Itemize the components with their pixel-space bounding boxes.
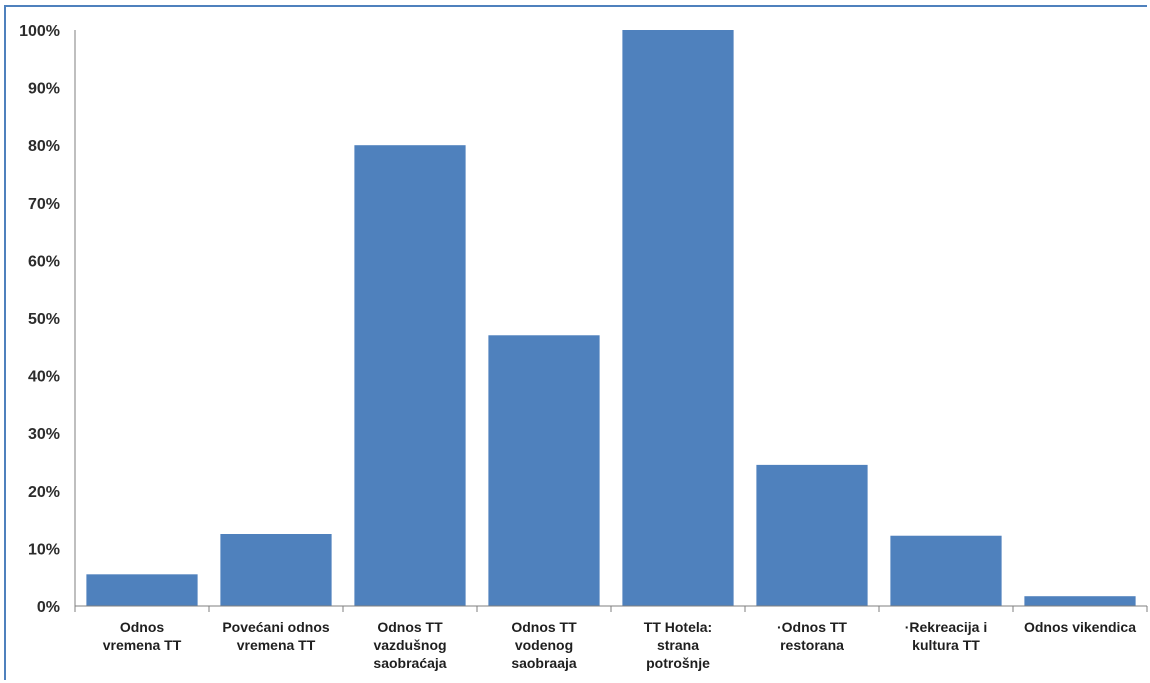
x-category-label: Odnos TT vazdušnog saobraćaja	[373, 619, 446, 671]
bar	[890, 535, 1002, 606]
x-axis-labels: Odnos vremena TT Povećani odnos vremena TT O…	[103, 619, 1137, 671]
y-tick-label: 100%	[19, 23, 60, 40]
bar	[1024, 596, 1136, 606]
bar	[354, 145, 466, 606]
y-tick-label: 40%	[28, 369, 60, 386]
y-tick-label: 10%	[28, 541, 60, 558]
y-tick-label: 50%	[28, 311, 60, 328]
y-tick-label: 90%	[28, 81, 60, 98]
y-tick-label: 80%	[28, 138, 60, 155]
bars	[86, 30, 1136, 606]
bar	[622, 30, 734, 606]
x-category-label: ·Rekreacija i kultura TT	[905, 619, 988, 653]
axes	[74, 30, 1148, 612]
x-category-label: Povećani odnos vremena TT	[222, 619, 330, 653]
x-category-label: Odnos vremena TT	[103, 619, 182, 653]
bar	[220, 534, 332, 606]
y-tick-label: 70%	[28, 196, 60, 213]
x-category-label: Odnos vikendica	[1024, 619, 1136, 635]
bar	[86, 574, 198, 606]
y-tick-label: 0%	[37, 599, 60, 616]
y-tick-label: 30%	[28, 426, 60, 443]
y-axis-ticks: 0% 10% 20% 30% 40% 50% 60% 70% 80% 90% 100%	[19, 23, 60, 616]
bar	[756, 464, 868, 606]
y-tick-label: 20%	[28, 484, 60, 501]
x-category-label: Odnos TT vodenog saobraaja	[511, 619, 577, 671]
bar	[488, 335, 600, 606]
x-category-label: TT Hotela: strana potrošnje	[644, 619, 712, 671]
chart-frame	[4, 5, 1147, 680]
x-category-label: ·Odnos TT restorana	[777, 619, 847, 653]
y-tick-label: 60%	[28, 253, 60, 270]
